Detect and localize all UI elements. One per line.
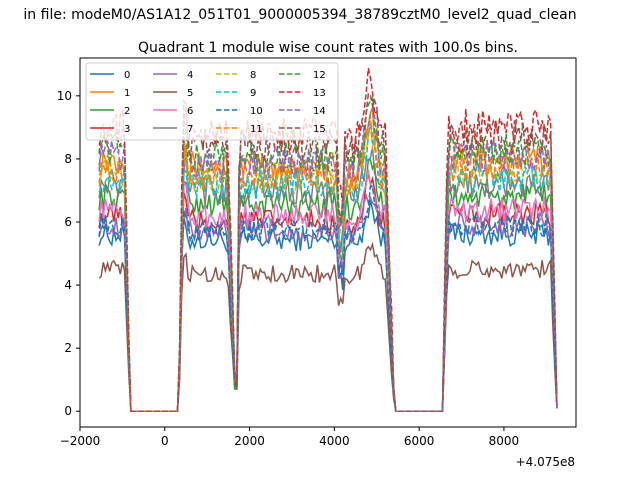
- legend-box: [85, 62, 339, 141]
- x-axis-offset-label: +4.075e8: [516, 455, 575, 469]
- y-tick-label: 6: [64, 215, 72, 229]
- chart-title: Quadrant 1 module wise count rates with …: [138, 40, 518, 56]
- legend-label-10: 10: [250, 106, 263, 117]
- figure-suptitle: in file: modeM0/AS1A12_051T01_9000005394…: [23, 7, 576, 23]
- y-tick-label: 4: [64, 278, 72, 292]
- legend-label-8: 8: [250, 70, 256, 81]
- legend-label-12: 12: [313, 70, 326, 81]
- y-tick-label: 10: [57, 89, 72, 103]
- x-tick-label: 2000: [234, 434, 265, 448]
- legend-label-7: 7: [187, 124, 193, 135]
- legend-label-3: 3: [124, 124, 130, 135]
- x-tick-label: −2000: [60, 434, 101, 448]
- y-tick-label: 0: [64, 404, 72, 418]
- x-tick-label: 8000: [489, 434, 520, 448]
- legend-label-9: 9: [250, 88, 256, 99]
- y-tick-label: 8: [64, 152, 72, 166]
- legend-label-1: 1: [124, 88, 130, 99]
- legend-label-6: 6: [187, 106, 193, 117]
- series-line-14: [98, 106, 558, 412]
- legend-label-11: 11: [250, 124, 263, 135]
- legend-label-13: 13: [313, 88, 326, 99]
- y-tick-label: 2: [64, 341, 72, 355]
- plot-lines: [98, 68, 558, 412]
- x-tick-label: 4000: [319, 434, 350, 448]
- x-tick-label: 0: [161, 434, 169, 448]
- legend-label-4: 4: [187, 70, 193, 81]
- axes-frame: [79, 57, 577, 428]
- series-line-13: [98, 68, 558, 412]
- legend-label-0: 0: [124, 70, 130, 81]
- legend-label-15: 15: [313, 124, 326, 135]
- x-tick-label: 6000: [404, 434, 435, 448]
- legend-label-14: 14: [313, 106, 326, 117]
- legend-label-5: 5: [187, 88, 193, 99]
- legend-label-2: 2: [124, 106, 130, 117]
